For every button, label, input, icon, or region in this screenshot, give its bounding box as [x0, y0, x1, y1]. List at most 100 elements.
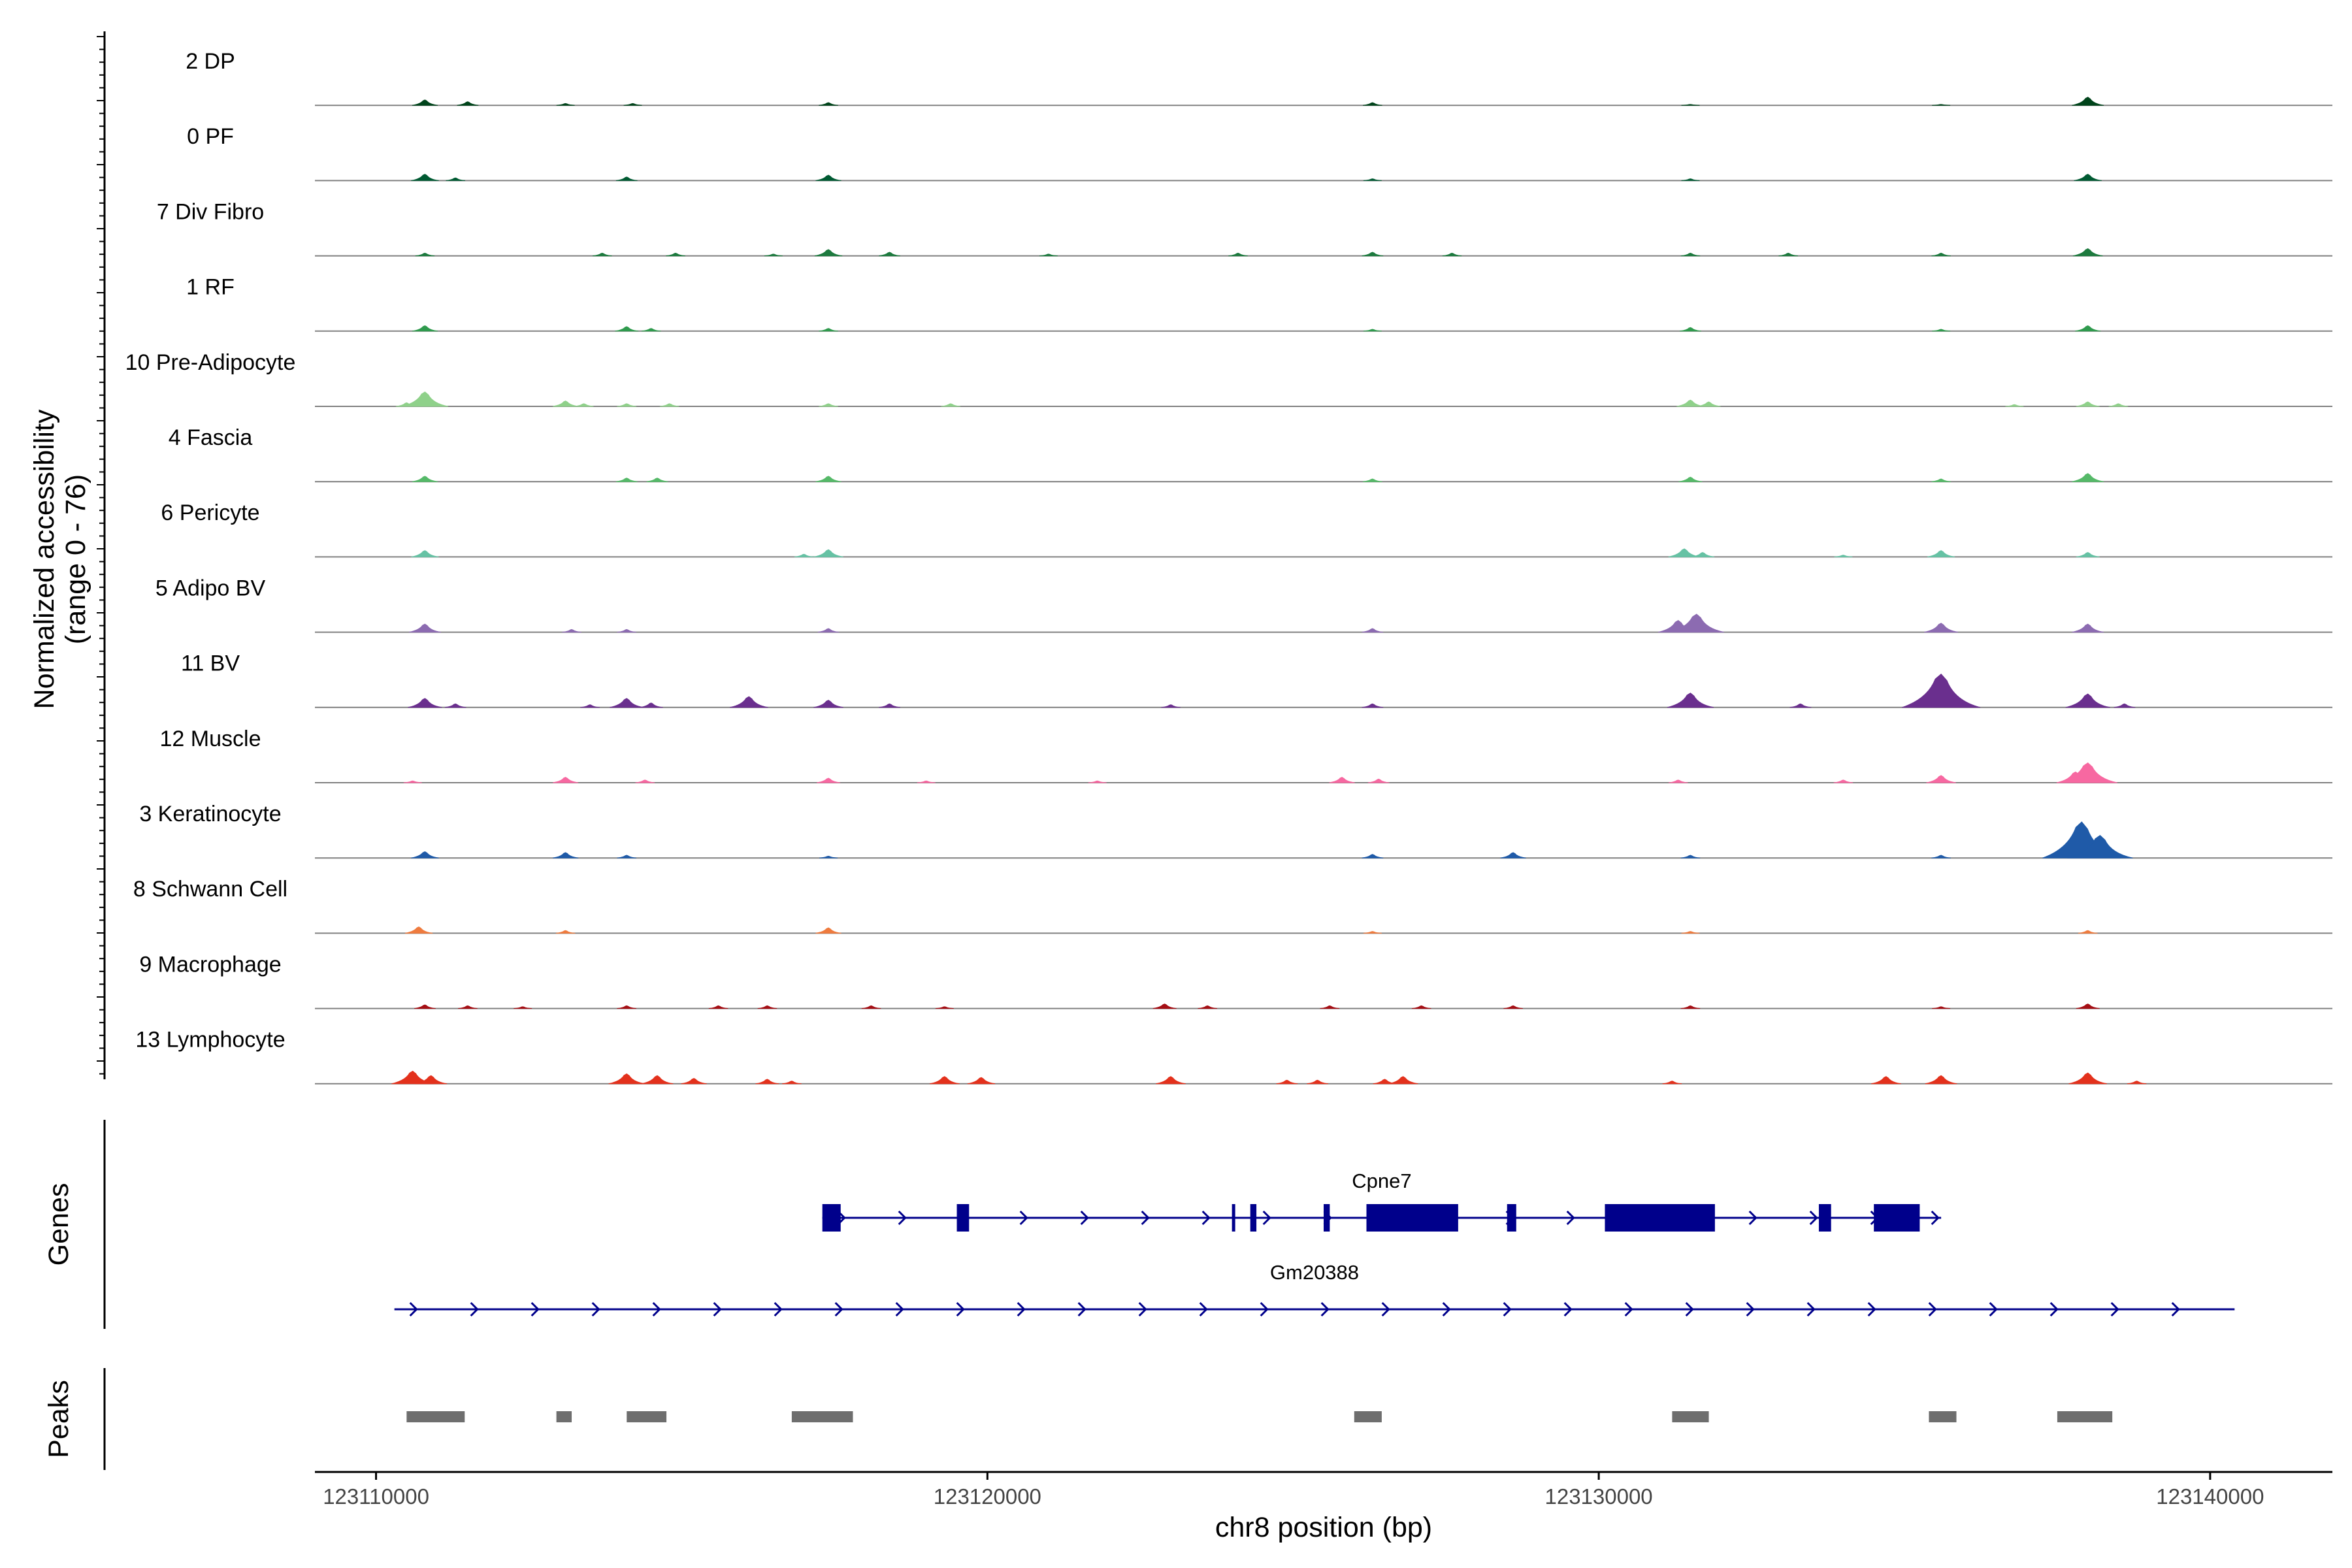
track-label: 6 Pericyte — [161, 500, 259, 525]
track-label: 4 Fascia — [169, 425, 253, 450]
exon — [822, 1204, 841, 1232]
exon — [1874, 1204, 1920, 1232]
track-label: 10 Pre-Adipocyte — [125, 350, 296, 375]
coverage-peak — [623, 103, 642, 106]
coverage-peak — [408, 698, 442, 708]
strand-arrow — [1019, 1210, 1028, 1226]
coverage-peak — [1680, 855, 1701, 858]
coverage-peak — [610, 698, 644, 708]
coverage-peak — [2072, 473, 2104, 482]
coverage-peak — [1503, 1005, 1523, 1009]
coverage-peak — [1789, 703, 1812, 708]
coverage-peak — [730, 696, 768, 708]
strand-arrow — [1017, 1301, 1026, 1317]
coverage-tracks: 2 DP 0 PF 7 Div Fibro 1 RF 10 Pre-Adipocyte 4… — [125, 49, 2332, 1085]
peak-region — [791, 1411, 853, 1422]
x-axis: 123110000 123120000 123130000 123140000 — [315, 1471, 2332, 1509]
coverage-peak — [2078, 930, 2098, 934]
coverage-peak — [608, 1073, 645, 1085]
coverage-peak — [1778, 252, 1799, 257]
strand-arrow — [774, 1301, 783, 1317]
coverage-peak — [2127, 1081, 2147, 1085]
coverage-peak — [1198, 1005, 1218, 1009]
track-label: 13 Lymphocyte — [135, 1028, 285, 1053]
coverage-peak — [1039, 253, 1058, 257]
exon — [1507, 1204, 1516, 1232]
gene-model: Gm20388 — [394, 1261, 2235, 1317]
x-tick-label: 123140000 — [2156, 1484, 2264, 1509]
coverage-peak — [819, 102, 838, 106]
coverage-peak — [1228, 252, 1248, 257]
coverage-peak — [411, 174, 439, 181]
coverage-peak — [2076, 401, 2100, 407]
strand-arrow — [1989, 1301, 1998, 1317]
coverage-peak — [917, 780, 936, 783]
coverage-peak — [1924, 623, 1959, 633]
track-label: 5 Adipo BV — [155, 576, 266, 600]
track-label: 12 Muscle — [160, 727, 261, 751]
strand-arrow — [591, 1301, 600, 1317]
genes-panel-label: Genes — [43, 1183, 74, 1266]
coverage-peak — [635, 779, 655, 783]
track-label: 9 Macrophage — [139, 952, 281, 977]
coverage-peak — [814, 249, 843, 257]
coverage-peak — [1442, 252, 1462, 257]
coverage-peak — [414, 1004, 436, 1009]
coverage-peak — [1681, 931, 1700, 934]
coverage-peak — [646, 478, 668, 482]
strand-arrow — [1199, 1301, 1208, 1317]
coverage-peak — [935, 1006, 954, 1009]
strand-arrow — [1566, 1210, 1575, 1226]
coverage-peak — [446, 177, 466, 181]
coverage-track: 13 Lymphocyte — [135, 1028, 2332, 1085]
coverage-peak — [2072, 248, 2103, 257]
strand-arrow — [1320, 1301, 1330, 1317]
coverage-peak — [1363, 478, 1382, 482]
coverage-peak — [1680, 252, 1701, 257]
coverage-track: 0 PF — [187, 124, 2332, 182]
coverage-peak — [1931, 855, 1951, 858]
coverage-peak — [1088, 780, 1107, 783]
strand-arrow — [834, 1301, 843, 1317]
coverage-track: 9 Macrophage — [139, 952, 2332, 1009]
peak-region — [1672, 1411, 1709, 1422]
coverage-track: 7 Div Fibro — [157, 199, 2332, 257]
coverage-peak — [552, 400, 579, 407]
coverage-peak — [412, 476, 438, 482]
strand-arrow — [1746, 1301, 1755, 1317]
coverage-peak — [552, 852, 579, 858]
peak-regions — [406, 1411, 2113, 1422]
coverage-peak — [815, 476, 841, 482]
coverage-peak — [1676, 399, 1705, 407]
coverage-peak — [815, 927, 841, 934]
strand-arrow — [2110, 1301, 2119, 1317]
coverage-peak — [2072, 97, 2104, 106]
coverage-peak — [1367, 778, 1390, 783]
coverage-peak — [1691, 551, 1715, 557]
coverage-peak — [1667, 693, 1714, 708]
peak-region — [627, 1411, 667, 1422]
exon — [956, 1204, 970, 1232]
x-tick-label: 123110000 — [323, 1484, 429, 1509]
coverage-peak — [1662, 1081, 1682, 1085]
coverage-peak — [666, 252, 685, 257]
coverage-peak — [757, 1005, 777, 1009]
exon — [1250, 1204, 1257, 1232]
coverage-peak — [861, 1005, 881, 1009]
coverage-peak — [617, 629, 637, 633]
coverage-peak — [415, 1075, 448, 1085]
coverage-peak — [659, 403, 679, 407]
coverage-peak — [1329, 777, 1355, 783]
coverage-peak — [1363, 931, 1382, 934]
coverage-track: 3 Keratinocyte — [139, 802, 2332, 859]
coverage-peak — [2072, 623, 2104, 633]
strand-arrow — [1077, 1301, 1086, 1317]
strand-arrow — [956, 1301, 965, 1317]
strand-arrow — [1080, 1210, 1089, 1226]
coverage-peak — [1411, 1005, 1431, 1009]
y-axis-title-range: (range 0 - 76) — [60, 474, 91, 645]
coverage-peak — [816, 777, 841, 783]
gene-name: Gm20388 — [1270, 1261, 1359, 1284]
coverage-peak — [1152, 1004, 1177, 1009]
